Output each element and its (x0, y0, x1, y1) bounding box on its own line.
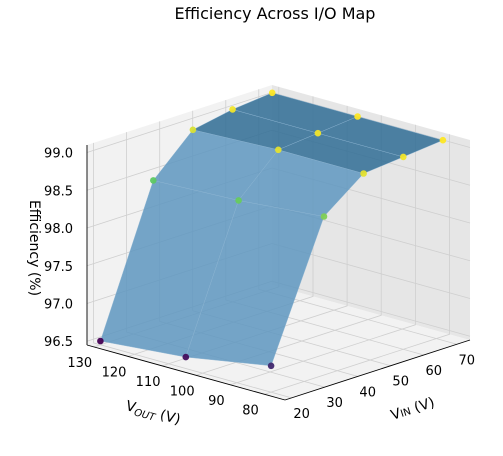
chart-title: Efficiency Across I/O Map (175, 4, 376, 23)
data-point (150, 177, 157, 184)
eff-tick-label: 97.5 (44, 260, 73, 275)
data-point (400, 153, 407, 161)
vin-tick-label: 30 (326, 396, 343, 411)
efficiency-surface (100, 92, 444, 367)
data-point (189, 126, 197, 134)
data-point (229, 106, 236, 113)
grid-line-vin (93, 142, 292, 399)
vout-tick-label: 120 (102, 365, 127, 380)
data-point (320, 213, 328, 220)
vout-axis-label: VOUT (V) (123, 398, 182, 430)
data-point (182, 353, 190, 361)
data-point (235, 197, 242, 204)
vin-tick-label: 20 (293, 407, 310, 422)
vin-tick-label: 60 (426, 364, 443, 379)
data-point (268, 89, 276, 97)
vout-tick-label: 130 (67, 356, 92, 371)
data-point (275, 146, 282, 154)
grid-line-vout (264, 134, 450, 395)
eff-axis-label: Efficiency (%) (26, 200, 42, 296)
grid-line-vout (230, 124, 416, 386)
axis-labels: VIN (V) VOUT (V) Efficiency (%) (26, 200, 437, 430)
data-point (354, 113, 361, 120)
data-point (360, 170, 367, 177)
vin-axis-label: VIN (V) (389, 395, 437, 424)
data-point (314, 129, 322, 137)
eff-tick-label: 99.0 (44, 147, 73, 162)
data-point (439, 136, 447, 144)
eff-tick-label: 96.5 (44, 335, 73, 350)
vout-tick-label: 90 (208, 394, 225, 409)
vin-axis-line (284, 339, 471, 401)
vin-tick-label: 40 (359, 385, 376, 400)
eff-tick-label: 98.0 (44, 222, 73, 237)
data-point (267, 362, 275, 370)
vout-axis-line (86, 344, 286, 401)
data-point (97, 337, 104, 345)
chart-axes (86, 145, 471, 401)
vout-tick-label: 110 (136, 375, 161, 390)
vin-tick-label: 70 (459, 353, 476, 368)
tick-labels: 20 30 40 50 60 70 80 90 100 110 120 130 96.5 97.0 97.5… (44, 147, 475, 422)
vout-tick-label: 100 (170, 384, 195, 399)
vin-tick-label: 50 (392, 375, 409, 390)
eff-tick-label: 97.0 (44, 298, 73, 313)
data-points (97, 89, 447, 370)
eff-tick-label: 98.5 (44, 184, 73, 199)
vout-tick-label: 80 (242, 403, 259, 418)
